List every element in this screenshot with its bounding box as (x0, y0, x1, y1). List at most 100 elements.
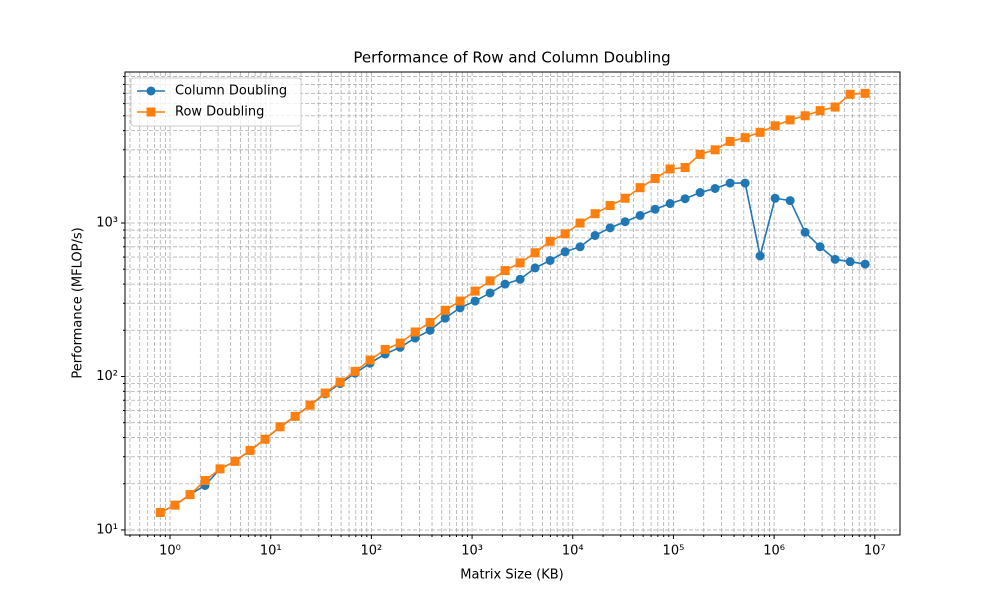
marker (260, 434, 270, 444)
marker (365, 355, 375, 365)
marker (710, 145, 720, 155)
x-tick-label: 10⁴ (562, 544, 584, 559)
marker (815, 106, 825, 116)
marker (770, 193, 780, 203)
marker (665, 164, 675, 174)
marker (740, 133, 750, 143)
marker (515, 274, 525, 284)
marker (320, 388, 330, 398)
marker (800, 111, 810, 121)
y-tick-label: 10¹ (96, 522, 118, 537)
marker (620, 193, 630, 203)
marker (575, 242, 585, 252)
marker (170, 500, 180, 510)
marker (530, 263, 540, 273)
x-tick-label: 10⁷ (864, 544, 886, 559)
marker (410, 327, 420, 337)
marker (305, 400, 315, 410)
marker (245, 445, 255, 455)
marker (635, 210, 645, 220)
marker (590, 209, 600, 219)
marker (845, 89, 855, 99)
marker (545, 236, 555, 246)
y-tick-label: 10³ (96, 216, 118, 231)
marker (860, 259, 870, 269)
x-tick-label: 10⁵ (663, 544, 685, 559)
marker (725, 136, 735, 146)
x-tick-label: 10² (361, 544, 383, 559)
marker (560, 247, 570, 257)
marker (830, 254, 840, 264)
marker (275, 422, 285, 432)
marker (785, 196, 795, 206)
marker (635, 183, 645, 193)
marker (290, 411, 300, 421)
chart-title: Performance of Row and Column Doubling (353, 49, 670, 67)
marker (680, 163, 690, 173)
marker (146, 107, 156, 117)
x-tick-label: 10¹ (260, 544, 282, 559)
marker (185, 490, 195, 500)
plot-area (155, 88, 870, 517)
marker (590, 230, 600, 240)
marker (605, 223, 615, 233)
marker (515, 258, 525, 268)
marker (725, 178, 735, 188)
marker (770, 121, 780, 131)
legend-box (130, 77, 302, 127)
marker (845, 257, 855, 267)
marker (455, 296, 465, 306)
marker (650, 174, 660, 184)
marker (680, 194, 690, 204)
marker (755, 251, 765, 261)
marker (620, 217, 630, 227)
x-tick-label: 10⁰ (159, 544, 181, 559)
marker (695, 188, 705, 198)
marker (440, 313, 450, 323)
marker (350, 366, 360, 376)
marker (485, 276, 495, 286)
marker (470, 296, 480, 306)
marker (755, 127, 765, 137)
marker (800, 227, 810, 237)
marker (575, 218, 585, 228)
y-axis-label: Performance (MFLOP/s) (71, 227, 86, 378)
marker (500, 266, 510, 276)
marker (710, 183, 720, 193)
marker (830, 102, 840, 112)
marker (440, 305, 450, 315)
marker (695, 149, 705, 159)
marker (740, 178, 750, 188)
legend-label: Column Doubling (175, 84, 287, 99)
marker (380, 344, 390, 354)
marker (146, 86, 156, 96)
marker (665, 199, 675, 209)
marker (650, 204, 660, 214)
y-tick-label: 10² (96, 369, 118, 384)
marker (530, 248, 540, 258)
marker (155, 507, 165, 517)
marker (545, 255, 555, 265)
x-tick-label: 10⁶ (763, 544, 785, 559)
marker (500, 279, 510, 289)
legend-label: Row Doubling (175, 105, 264, 120)
marker (395, 338, 405, 348)
marker (785, 115, 795, 125)
marker (485, 288, 495, 298)
grid (125, 72, 900, 535)
marker (455, 303, 465, 313)
x-axis-label: Matrix Size (KB) (460, 568, 563, 583)
marker (425, 317, 435, 327)
marker (200, 475, 210, 485)
marker (470, 286, 480, 296)
x-tick-label: 10³ (461, 544, 483, 559)
marker (230, 456, 240, 466)
marker (815, 242, 825, 252)
marker (215, 464, 225, 474)
marker (860, 88, 870, 98)
marker (425, 325, 435, 335)
marker (560, 229, 570, 239)
marker (335, 377, 345, 387)
marker (605, 201, 615, 211)
